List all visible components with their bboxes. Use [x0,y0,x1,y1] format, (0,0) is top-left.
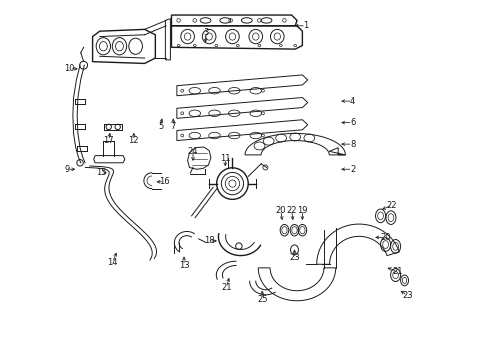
Text: 22: 22 [387,201,397,210]
Text: 20: 20 [381,233,391,242]
Text: 15: 15 [97,168,107,177]
Text: 6: 6 [350,118,355,127]
Text: 8: 8 [350,140,355,149]
Text: 16: 16 [159,177,170,186]
Text: 23: 23 [289,253,300,262]
Text: 7: 7 [171,122,176,131]
Text: 3: 3 [203,28,208,37]
Text: 23: 23 [402,291,413,300]
Text: 12: 12 [128,136,139,145]
Text: 11: 11 [220,154,230,163]
Text: 14: 14 [107,258,118,267]
Text: 22: 22 [286,206,297,215]
Text: 17: 17 [103,136,114,145]
Text: 24: 24 [188,147,198,156]
Text: 19: 19 [297,206,308,215]
Text: 18: 18 [204,237,215,246]
Text: 2: 2 [350,165,355,174]
Text: 10: 10 [64,64,74,73]
Text: 25: 25 [257,294,268,303]
Text: 9: 9 [65,165,70,174]
Text: 1: 1 [303,21,309,30]
Text: 5: 5 [158,122,163,131]
Text: 21: 21 [221,283,232,292]
Text: 4: 4 [350,96,355,105]
Text: 20: 20 [275,206,286,215]
Text: 13: 13 [179,261,189,270]
Text: 21: 21 [392,267,403,276]
